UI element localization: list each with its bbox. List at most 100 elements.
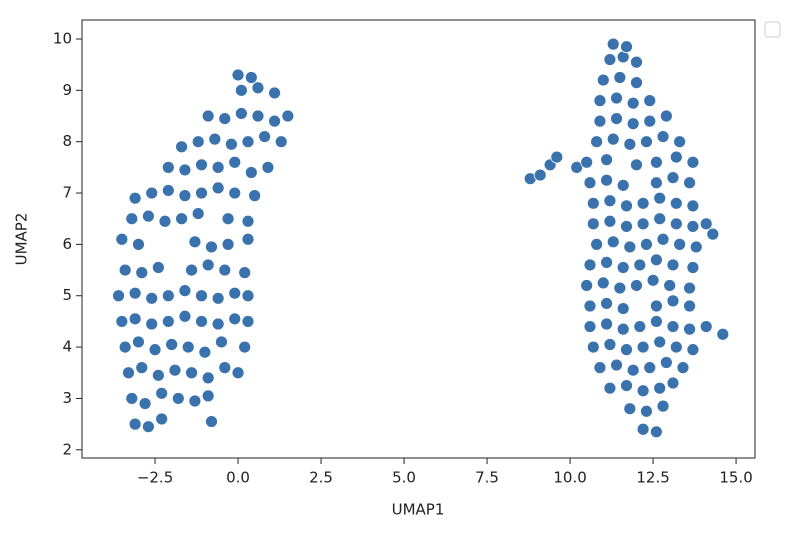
point: [686, 199, 700, 213]
point: [600, 317, 613, 331]
point: [659, 109, 673, 123]
point: [218, 263, 232, 277]
point: [649, 155, 663, 169]
point: [583, 299, 597, 313]
point: [185, 263, 198, 277]
point: [669, 196, 683, 210]
point: [151, 261, 165, 274]
point: [653, 335, 667, 349]
point: [663, 279, 677, 292]
point: [600, 153, 613, 167]
point: [533, 168, 547, 182]
point: [175, 140, 189, 154]
point: [646, 273, 660, 287]
point: [195, 315, 208, 328]
point: [258, 130, 272, 143]
point: [656, 399, 670, 413]
point: [241, 214, 255, 228]
point: [649, 253, 663, 267]
point: [603, 381, 617, 395]
point: [683, 299, 696, 313]
point: [132, 237, 145, 251]
point: [228, 286, 242, 300]
point: [135, 361, 149, 375]
point: [221, 212, 235, 226]
point: [626, 117, 640, 131]
point: [716, 327, 730, 341]
y-tick-label: 10: [53, 29, 72, 47]
point: [165, 338, 179, 351]
point: [115, 315, 129, 328]
point: [195, 289, 208, 303]
point: [181, 340, 195, 354]
point: [178, 284, 192, 298]
point: [135, 266, 149, 280]
point: [268, 114, 281, 128]
y-tick-label: 4: [62, 338, 72, 356]
point: [630, 55, 643, 69]
point: [198, 345, 212, 359]
point: [649, 315, 663, 328]
point: [178, 309, 192, 323]
point: [583, 258, 597, 272]
point: [653, 212, 667, 226]
point: [231, 68, 245, 82]
x-tick-label: −2.5: [137, 469, 173, 487]
point: [201, 109, 215, 123]
point: [603, 53, 617, 66]
point: [699, 320, 713, 333]
point: [636, 340, 650, 354]
point: [145, 317, 159, 331]
y-tick-label: 5: [62, 286, 72, 304]
point: [211, 317, 225, 331]
point: [241, 232, 255, 246]
point: [666, 258, 680, 272]
point: [118, 340, 132, 354]
point: [643, 361, 657, 375]
point: [669, 340, 683, 354]
point: [151, 368, 165, 382]
point: [616, 302, 630, 315]
point: [583, 176, 597, 190]
point: [699, 217, 713, 231]
point: [633, 320, 647, 333]
point: [241, 135, 255, 149]
point: [669, 217, 683, 231]
point: [122, 366, 135, 380]
point: [616, 178, 630, 192]
point: [201, 258, 215, 272]
point: [195, 186, 208, 200]
point: [590, 135, 604, 149]
point: [659, 356, 673, 369]
point: [244, 166, 258, 179]
x-axis-label: UMAP1: [392, 501, 445, 519]
point: [145, 186, 159, 200]
point: [686, 261, 700, 274]
point: [178, 189, 192, 203]
point: [666, 171, 680, 185]
point: [218, 361, 232, 375]
point: [161, 160, 175, 174]
point: [676, 361, 690, 375]
point: [261, 160, 275, 174]
point: [623, 137, 637, 151]
point: [161, 315, 175, 328]
point: [115, 232, 129, 246]
point: [201, 389, 215, 403]
y-tick-label: 3: [62, 389, 72, 407]
point: [686, 220, 700, 233]
point: [128, 286, 142, 300]
point: [125, 392, 139, 405]
point: [649, 299, 663, 313]
point: [673, 237, 687, 251]
point: [142, 420, 155, 434]
y-axis-label: UMAP2: [13, 213, 31, 266]
point: [241, 289, 255, 303]
point: [623, 240, 637, 254]
point: [669, 150, 683, 164]
point: [613, 281, 627, 295]
x-tick-label: 7.5: [475, 469, 499, 487]
point: [620, 220, 633, 233]
x-tick-label: 12.5: [636, 469, 669, 487]
point: [251, 109, 265, 123]
